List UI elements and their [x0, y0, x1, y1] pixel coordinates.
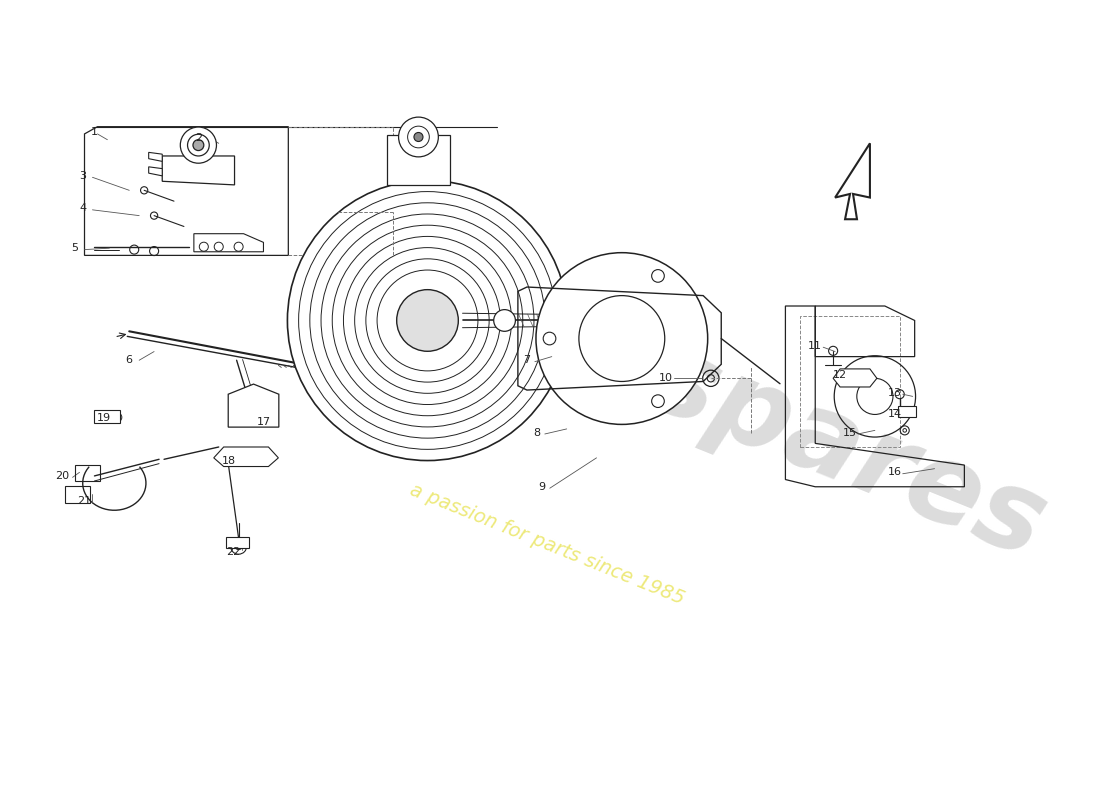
Circle shape [536, 253, 707, 425]
Text: 4: 4 [79, 203, 86, 214]
Text: 12: 12 [833, 370, 847, 380]
Text: eurospares: eurospares [370, 219, 1062, 581]
Text: 18: 18 [221, 457, 235, 466]
Polygon shape [833, 369, 877, 387]
Bar [75, 465, 100, 481]
Text: 19: 19 [97, 413, 111, 423]
Text: 2: 2 [196, 133, 202, 142]
Circle shape [180, 127, 217, 163]
Circle shape [397, 290, 459, 351]
Circle shape [414, 133, 424, 142]
Text: 11: 11 [808, 341, 822, 350]
Text: 6: 6 [125, 355, 133, 366]
Polygon shape [162, 156, 234, 185]
Circle shape [398, 117, 438, 157]
Circle shape [192, 140, 204, 150]
Polygon shape [148, 152, 162, 162]
Text: 15: 15 [843, 427, 857, 438]
Text: 14: 14 [888, 410, 902, 419]
Polygon shape [194, 234, 264, 252]
Bar [226, 538, 250, 548]
Bar [65, 486, 90, 502]
Text: 3: 3 [79, 171, 86, 181]
Circle shape [494, 310, 516, 331]
Bar [801, 316, 900, 447]
Text: 22: 22 [227, 547, 241, 557]
Circle shape [408, 126, 429, 148]
Text: a passion for parts since 1985: a passion for parts since 1985 [407, 481, 686, 609]
Polygon shape [148, 167, 162, 176]
Bar [898, 406, 916, 417]
Text: 17: 17 [256, 417, 271, 426]
Polygon shape [213, 447, 278, 466]
Text: 20: 20 [56, 471, 69, 481]
Text: 7: 7 [524, 355, 530, 366]
Bar [387, 135, 450, 185]
Bar [95, 410, 120, 423]
Text: 9: 9 [538, 482, 546, 492]
Circle shape [579, 296, 664, 382]
Text: 21: 21 [77, 496, 91, 506]
Circle shape [187, 134, 209, 156]
Text: 16: 16 [888, 467, 902, 478]
Text: 5: 5 [72, 243, 78, 253]
Text: 8: 8 [534, 427, 540, 438]
Text: 10: 10 [659, 374, 673, 383]
Text: 13: 13 [888, 388, 902, 398]
Text: 1: 1 [91, 127, 98, 138]
Polygon shape [228, 384, 278, 427]
Circle shape [287, 180, 568, 461]
